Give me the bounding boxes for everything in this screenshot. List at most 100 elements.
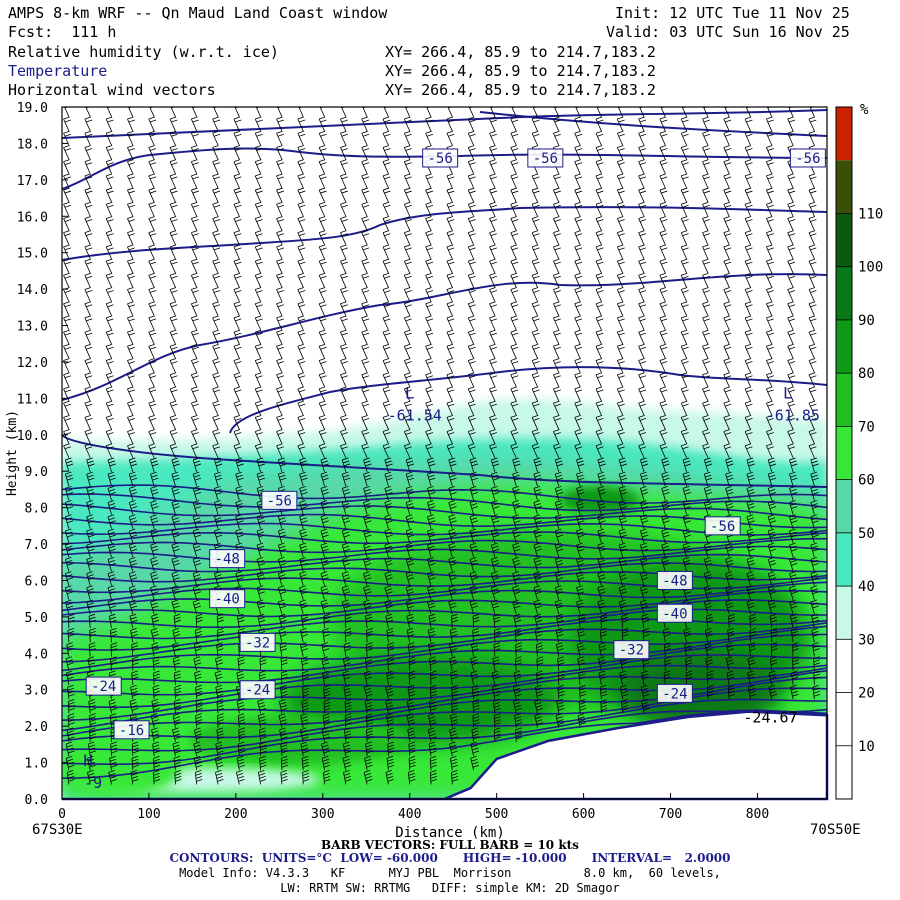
wind-barb-flag <box>109 577 116 580</box>
wind-barb-flag <box>128 304 135 308</box>
wind-barb-flag <box>638 329 645 333</box>
wind-barb <box>425 260 432 274</box>
wind-barb <box>405 502 411 515</box>
wind-barb-flag <box>107 542 115 546</box>
wind-barb-flag <box>108 474 115 478</box>
wind-barb-flag <box>531 272 539 276</box>
wind-barb-flag <box>428 642 435 645</box>
wind-barb-flag <box>405 233 412 237</box>
wind-barb-flag <box>659 301 667 305</box>
wind-barb-flag <box>513 684 520 688</box>
wind-barb-flag <box>493 662 500 666</box>
wind-barb-flag <box>598 642 606 645</box>
wind-barb-flag <box>365 616 373 620</box>
wind-barb-flag <box>382 400 390 404</box>
wind-barb-flag <box>235 219 242 222</box>
wind-barb-flag <box>599 577 606 580</box>
wind-barb-flag <box>297 258 304 262</box>
wind-barb <box>127 246 134 260</box>
wind-barb-flag <box>323 616 331 620</box>
isotherm-lower <box>62 625 827 672</box>
wind-barb-flag <box>280 520 287 524</box>
wind-barb <box>467 161 474 174</box>
wind-barb-flag <box>302 693 310 697</box>
wind-barb-flag <box>194 659 201 663</box>
wind-barb-flag <box>448 375 455 379</box>
wind-barb <box>576 516 581 529</box>
wind-barb <box>616 402 624 416</box>
wind-barb <box>403 161 411 174</box>
wind-barb-flag <box>451 719 458 722</box>
wind-barb <box>127 260 134 274</box>
wind-barb-flag <box>89 779 96 782</box>
wind-barb <box>105 275 112 288</box>
wind-barb-flag <box>663 491 670 495</box>
wind-barb <box>212 275 219 288</box>
wind-barb-flag <box>279 727 286 731</box>
wind-barb-flag <box>405 204 412 208</box>
wind-barb-flag <box>151 474 158 478</box>
wind-barb-flag <box>513 588 520 592</box>
wind-barb-flag <box>256 261 263 265</box>
wind-barb-flag <box>148 272 155 276</box>
wind-barb-flag <box>512 318 519 322</box>
wind-barb-flag <box>451 776 459 779</box>
wind-barb-flag <box>575 190 583 194</box>
wind-barb-flag <box>408 656 416 660</box>
wind-barb <box>469 587 475 600</box>
wind-barb-flag <box>301 605 308 609</box>
wind-barb-flag <box>86 432 93 435</box>
wind-barb-flag <box>194 730 202 734</box>
wind-barb-flag <box>450 747 458 751</box>
wind-barb-flag <box>597 556 604 560</box>
wind-barb-flag <box>553 358 560 361</box>
wind-barb-flag <box>195 687 203 691</box>
wind-barb-flag <box>574 130 581 134</box>
wind-barb-flag <box>490 318 497 322</box>
wind-barb-flag <box>575 432 583 435</box>
wind-barb <box>469 530 475 544</box>
wind-barb <box>616 445 624 458</box>
wind-barb <box>576 601 581 615</box>
wind-barb-flag <box>578 631 585 634</box>
wind-barb-flag <box>128 389 135 393</box>
wind-barb-flag <box>86 204 93 208</box>
wind-barb-flag <box>320 233 327 237</box>
isotherm-lower <box>62 571 827 594</box>
wind-barb <box>340 275 347 288</box>
wind-barb-flag <box>235 571 242 574</box>
wind-barb-flag <box>343 588 350 592</box>
wind-barb <box>361 388 368 402</box>
wind-barb-flag <box>150 457 157 461</box>
wind-barb-flag <box>299 332 306 336</box>
wind-barb-flag <box>212 400 219 404</box>
wind-barb <box>553 275 560 288</box>
wind-barb-flag <box>130 460 137 464</box>
wind-barb-flag <box>237 463 244 467</box>
wind-barb <box>148 204 155 217</box>
wind-barb <box>233 388 240 402</box>
wind-barb <box>233 431 240 444</box>
wind-barb-flag <box>174 773 182 776</box>
wind-barb-flag <box>510 443 517 447</box>
wind-barb <box>531 360 538 373</box>
wind-barb-flag <box>468 244 475 248</box>
wind-barb-flag <box>659 272 667 276</box>
wind-barb-flag <box>214 670 222 674</box>
wind-barb-flag <box>514 477 521 481</box>
wind-barb-flag <box>237 616 244 620</box>
wind-barb <box>467 374 474 387</box>
wind-barb-flag <box>405 190 412 194</box>
wind-barb <box>254 189 262 203</box>
wind-barb <box>576 530 581 544</box>
wind-barb-flag <box>109 670 116 674</box>
wind-barb-flag <box>659 258 667 262</box>
wind-barb <box>233 175 240 189</box>
wind-barb-flag <box>387 645 395 648</box>
wind-barb-flag <box>617 400 624 404</box>
wind-barb-flag <box>107 485 115 489</box>
wind-barb-flag <box>385 684 392 688</box>
wind-barb <box>685 658 688 671</box>
wind-barb <box>616 374 624 387</box>
wind-barb <box>680 417 687 430</box>
